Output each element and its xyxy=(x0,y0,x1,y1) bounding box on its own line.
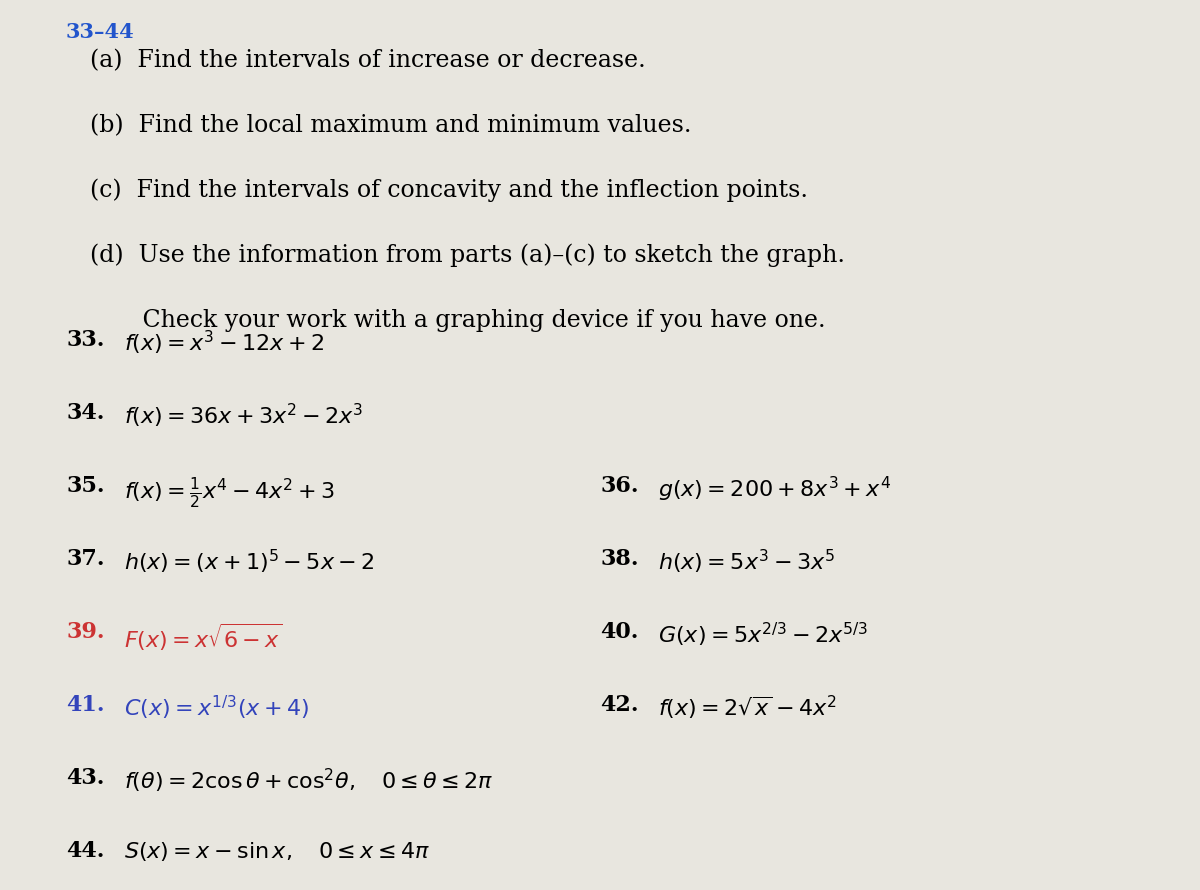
Text: 42.: 42. xyxy=(600,694,638,716)
Text: $G(x) = 5x^{2/3} - 2x^{5/3}$: $G(x) = 5x^{2/3} - 2x^{5/3}$ xyxy=(658,621,868,650)
Text: $f(x) = 2\sqrt{x} - 4x^2$: $f(x) = 2\sqrt{x} - 4x^2$ xyxy=(658,694,836,723)
Text: $C(x) = x^{1/3}(x + 4)$: $C(x) = x^{1/3}(x + 4)$ xyxy=(124,694,308,723)
Text: $f(\theta) = 2\cos\theta + \cos^2\!\theta,\quad 0 \leq \theta \leq 2\pi$: $f(\theta) = 2\cos\theta + \cos^2\!\thet… xyxy=(124,767,493,796)
Text: 33–44: 33–44 xyxy=(66,22,134,42)
Text: 38.: 38. xyxy=(600,548,638,570)
Text: 34.: 34. xyxy=(66,402,104,425)
Text: 43.: 43. xyxy=(66,767,104,789)
Text: (c)  Find the intervals of concavity and the inflection points.: (c) Find the intervals of concavity and … xyxy=(90,179,808,202)
Text: $f(x) = 36x + 3x^2 - 2x^3$: $f(x) = 36x + 3x^2 - 2x^3$ xyxy=(124,402,362,431)
Text: $h(x) = 5x^3 - 3x^5$: $h(x) = 5x^3 - 3x^5$ xyxy=(658,548,834,577)
Text: (a)  Find the intervals of increase or decrease.: (a) Find the intervals of increase or de… xyxy=(90,49,646,72)
Text: $F(x) = x\sqrt{6 - x}$: $F(x) = x\sqrt{6 - x}$ xyxy=(124,621,282,652)
Text: (b)  Find the local maximum and minimum values.: (b) Find the local maximum and minimum v… xyxy=(90,114,691,137)
Text: 40.: 40. xyxy=(600,621,638,643)
Text: 33.: 33. xyxy=(66,329,104,352)
Text: 35.: 35. xyxy=(66,475,104,498)
Text: 37.: 37. xyxy=(66,548,104,570)
Text: 44.: 44. xyxy=(66,840,104,862)
Text: $g(x) = 200 + 8x^3 + x^4$: $g(x) = 200 + 8x^3 + x^4$ xyxy=(658,475,890,505)
Text: $f(x) = \frac{1}{2}x^4 - 4x^2 + 3$: $f(x) = \frac{1}{2}x^4 - 4x^2 + 3$ xyxy=(124,475,335,510)
Text: $f(x) = x^3 - 12x + 2$: $f(x) = x^3 - 12x + 2$ xyxy=(124,329,324,358)
Text: (d)  Use the information from parts (a)–(c) to sketch the graph.: (d) Use the information from parts (a)–(… xyxy=(90,244,845,267)
Text: Check your work with a graphing device if you have one.: Check your work with a graphing device i… xyxy=(90,309,826,332)
Text: 41.: 41. xyxy=(66,694,104,716)
Text: $S(x) = x - \sin x,\quad 0 \leq x \leq 4\pi$: $S(x) = x - \sin x,\quad 0 \leq x \leq 4… xyxy=(124,840,430,863)
Text: 39.: 39. xyxy=(66,621,104,643)
Text: $h(x) = (x + 1)^5 - 5x - 2$: $h(x) = (x + 1)^5 - 5x - 2$ xyxy=(124,548,374,577)
Text: 36.: 36. xyxy=(600,475,638,498)
